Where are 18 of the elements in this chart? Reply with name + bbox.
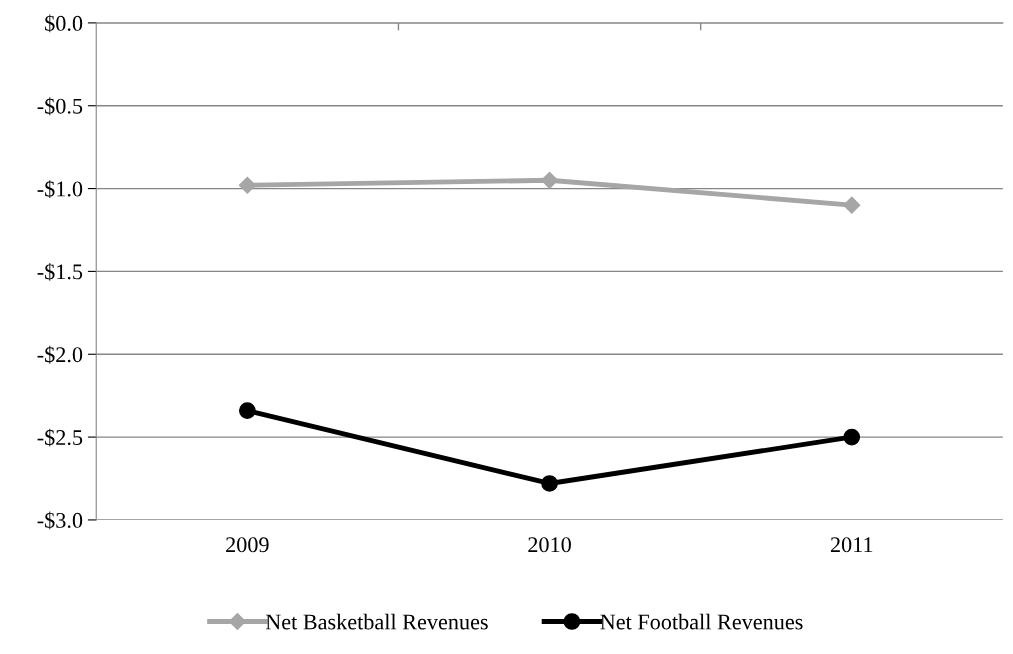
point — [843, 196, 861, 214]
y-tick-label: -$1.5 — [37, 263, 83, 281]
y-tick-label: -$2.0 — [37, 345, 83, 364]
y-tick-label: -$3.0 — [37, 511, 83, 530]
point — [239, 402, 256, 419]
x-tick-label: 2010 — [528, 537, 571, 553]
point — [843, 428, 861, 446]
x-tick-label: 2009 — [226, 537, 269, 553]
y-tick-label: -$0.5 — [37, 97, 83, 116]
point — [541, 475, 558, 492]
y-tick-label: $0.0 — [45, 14, 83, 33]
legend-label: Net Basketball Revenues — [265, 613, 488, 630]
legend-label: Net Football Revenues — [600, 613, 803, 630]
point — [541, 171, 559, 189]
y-tick-label: -$1.0 — [37, 180, 83, 198]
y-tick-label: -$2.5 — [37, 428, 83, 447]
x-tick-label: 2011 — [830, 537, 873, 553]
point — [238, 176, 256, 194]
